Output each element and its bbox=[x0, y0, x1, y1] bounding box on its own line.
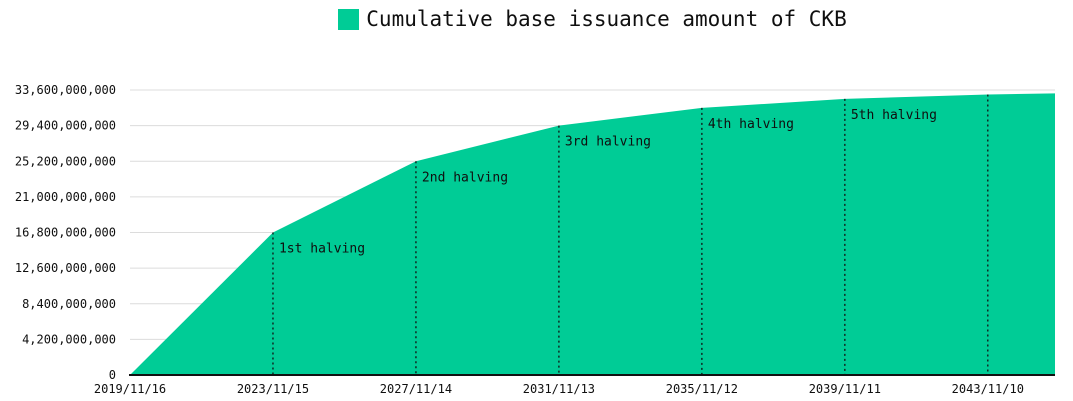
y-tick-label: 33,600,000,000 bbox=[15, 83, 116, 97]
x-tick-label: 2039/11/11 bbox=[809, 382, 881, 396]
y-tick-label: 16,800,000,000 bbox=[15, 226, 116, 240]
legend-swatch bbox=[338, 9, 360, 30]
x-tick-label: 2027/11/14 bbox=[380, 382, 452, 396]
y-tick-label: 21,000,000,000 bbox=[15, 190, 116, 204]
x-tick-label: 2043/11/10 bbox=[952, 382, 1024, 396]
x-tick-label: 2031/11/13 bbox=[523, 382, 595, 396]
halving-label: 3rd halving bbox=[565, 135, 651, 150]
y-tick-label: 12,600,000,000 bbox=[15, 261, 116, 275]
halving-label: 1st halving bbox=[279, 242, 365, 257]
legend-label: Cumulative base issuance amount of CKB bbox=[366, 7, 847, 31]
halving-label: 5th halving bbox=[851, 108, 937, 123]
x-tick-label: 2023/11/15 bbox=[237, 382, 309, 396]
y-tick-label: 0 bbox=[109, 368, 116, 382]
halving-label: 4th halving bbox=[708, 117, 794, 132]
y-tick-label: 29,400,000,000 bbox=[15, 119, 116, 133]
area-series bbox=[130, 93, 1055, 375]
y-tick-label: 4,200,000,000 bbox=[22, 332, 116, 346]
legend-item[interactable]: Cumulative base issuance amount of CKB bbox=[130, 9, 1055, 30]
x-tick-label: 2035/11/12 bbox=[666, 382, 738, 396]
x-tick-label: 2019/11/16 bbox=[94, 382, 166, 396]
y-tick-label: 25,200,000,000 bbox=[15, 154, 116, 168]
y-tick-label: 8,400,000,000 bbox=[22, 297, 116, 311]
halving-label: 2nd halving bbox=[422, 170, 508, 185]
